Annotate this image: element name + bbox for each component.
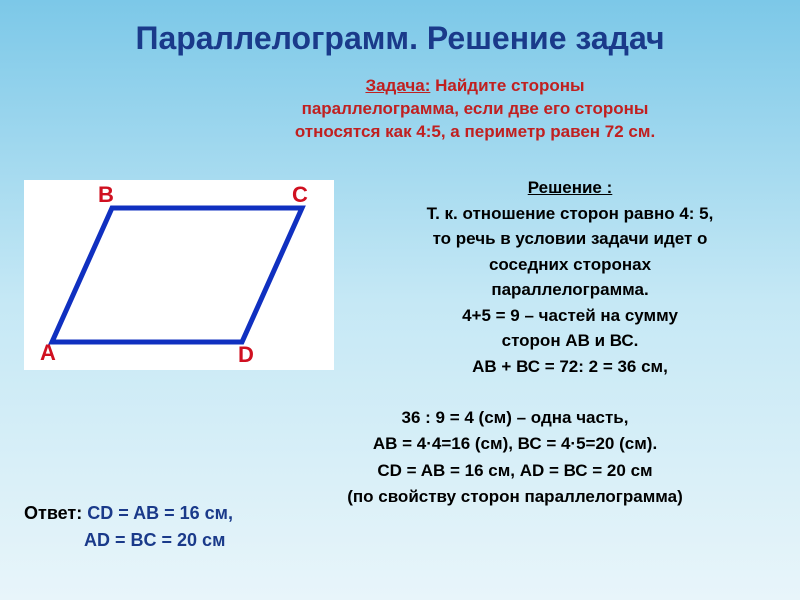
lower-line1: 36 : 9 = 4 (см) – одна часть, xyxy=(402,408,629,427)
solution-lower-block: 36 : 9 = 4 (см) – одна часть, АВ = 4·4=1… xyxy=(250,405,780,510)
lower-line4: (по свойству сторон параллелограмма) xyxy=(347,487,683,506)
lower-line3: СD = AB = 16 см, АD = ВС = 20 см xyxy=(377,461,652,480)
parallelogram-shape xyxy=(52,208,302,342)
vertex-label-c: C xyxy=(292,182,308,207)
title-text: Параллелограмм. Решение задач xyxy=(135,20,664,56)
answer-line1: СD = AB = 16 см, xyxy=(82,503,233,523)
problem-statement: Задача: Найдите стороны параллелограмма,… xyxy=(180,75,770,144)
solution-line4: параллелограмма. xyxy=(491,280,648,299)
vertex-label-d: D xyxy=(238,342,254,367)
answer-line2: АD = BC = 20 см xyxy=(84,530,225,550)
answer-block: Ответ: СD = AB = 16 см, АD = BC = 20 см xyxy=(24,500,233,554)
solution-block: Решение : Т. к. отношение сторон равно 4… xyxy=(360,175,780,379)
solution-label: Решение : xyxy=(528,178,613,197)
solution-line7: АВ + ВС = 72: 2 = 36 см, xyxy=(472,357,668,376)
vertex-label-a: A xyxy=(40,340,56,365)
solution-line3: соседних сторонах xyxy=(489,255,651,274)
problem-line1: Найдите стороны xyxy=(430,76,584,95)
solution-line1: Т. к. отношение сторон равно 4: 5, xyxy=(427,204,714,223)
parallelogram-svg: A B C D xyxy=(24,180,334,370)
solution-line6: сторон АВ и ВС. xyxy=(502,331,639,350)
lower-line2: АВ = 4·4=16 (см), ВС = 4·5=20 (см). xyxy=(373,434,657,453)
vertex-label-b: B xyxy=(98,182,114,207)
problem-line3: относятся как 4:5, а периметр равен 72 с… xyxy=(295,122,655,141)
answer-label: Ответ: xyxy=(24,503,82,523)
page-title: Параллелограмм. Решение задач xyxy=(0,0,800,57)
solution-line2: то речь в условии задачи идет о xyxy=(433,229,708,248)
parallelogram-diagram: A B C D xyxy=(24,180,334,370)
solution-line5: 4+5 = 9 – частей на сумму xyxy=(462,306,678,325)
problem-label: Задача: xyxy=(365,76,430,95)
problem-line2: параллелограмма, если две его стороны xyxy=(302,99,649,118)
